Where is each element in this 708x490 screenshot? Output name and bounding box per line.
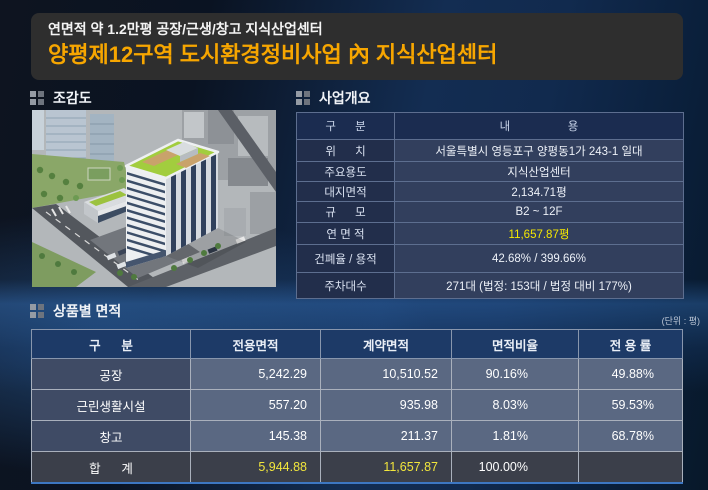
slide-subtitle: 연면적 약 1.2만평 공장/근생/창고 지식산업센터 <box>48 21 323 37</box>
area-cell-exclusive: 557.20 <box>190 389 321 421</box>
overview-header-category: 구 분 <box>296 112 395 140</box>
overview-row-value-highlight: 11,657.87평 <box>394 222 684 245</box>
street-trees <box>117 243 221 280</box>
area-table: 구 분 전용면적 계약면적 면적비율 전 용 률 공장 5,242.29 10,… <box>31 329 683 484</box>
right-facade-windows <box>171 153 216 254</box>
area-cell-ratio: 1.81% <box>451 420 579 452</box>
table-row: 근린생활시설 557.20 935.98 8.03% 59.53% <box>31 389 683 421</box>
area-total-ratio: 100.00% <box>451 451 579 484</box>
area-row-label: 창고 <box>31 420 191 452</box>
overview-row-label: 주차대수 <box>296 272 395 299</box>
podium-building <box>84 188 138 223</box>
section-overview-title: 사업개요 <box>319 90 371 106</box>
grid-squares-icon <box>30 90 45 106</box>
area-cell-efficiency: 59.53% <box>578 389 683 421</box>
area-cell-exclusive: 145.38 <box>190 420 321 452</box>
table-row: 대지면적 2,134.71평 <box>296 181 684 202</box>
section-aerial-title: 조감도 <box>53 90 92 106</box>
overview-row-label: 위 치 <box>296 139 395 162</box>
area-header-exclusive: 전용면적 <box>190 329 321 359</box>
area-cell-efficiency: 49.88% <box>578 358 683 390</box>
area-cell-contract: 935.98 <box>320 389 452 421</box>
area-cell-ratio: 8.03% <box>451 389 579 421</box>
overview-row-value: 2,134.71평 <box>394 181 684 202</box>
area-header-category: 구 분 <box>31 329 191 359</box>
overview-row-value: 서울특별시 영등포구 양평동1가 243-1 일대 <box>394 139 684 162</box>
overview-row-label: 주요용도 <box>296 161 395 182</box>
total-row: 합 계 5,944.88 11,657.87 100.00% <box>31 451 683 484</box>
overview-row-label: 연 면 적 <box>296 222 395 245</box>
section-area-title: 상품별 면적 <box>53 303 122 319</box>
aerial-render <box>32 110 276 287</box>
area-cell-contract: 10,510.52 <box>320 358 452 390</box>
table-row: 주요용도 지식산업센터 <box>296 161 684 182</box>
table-row: 주차대수 271대 (법정: 153대 / 법정 대비 177%) <box>296 272 684 299</box>
section-aerial-header: 조감도 <box>30 88 92 108</box>
overview-row-value: 271대 (법정: 153대 / 법정 대비 177%) <box>394 272 684 299</box>
main-building <box>124 138 246 268</box>
area-total-contract: 11,657.87 <box>320 451 452 484</box>
area-total-exclusive: 5,944.88 <box>190 451 321 484</box>
overview-table: 구 분 내 용 위 치 서울특별시 영등포구 양평동1가 243-1 일대 주요… <box>296 112 684 299</box>
area-header-ratio: 면적비율 <box>451 329 579 359</box>
table-row: 연 면 적 11,657.87평 <box>296 222 684 245</box>
overview-row-label: 규 모 <box>296 201 395 223</box>
overview-header-row: 구 분 내 용 <box>296 112 684 140</box>
table-row: 공장 5,242.29 10,510.52 90.16% 49.88% <box>31 358 683 390</box>
area-cell-contract: 211.37 <box>320 420 452 452</box>
overview-row-label: 대지면적 <box>296 181 395 202</box>
overview-row-value: B2 ~ 12F <box>394 201 684 223</box>
unit-note: (단위 : 평) <box>661 316 700 326</box>
overview-row-value: 42.68% / 399.66% <box>394 244 684 273</box>
overview-row-label: 건폐율 / 용적 <box>296 244 395 273</box>
section-overview-header: 사업개요 <box>296 88 371 108</box>
grid-squares-icon <box>296 90 311 106</box>
area-header-efficiency: 전 용 률 <box>578 329 683 359</box>
building-roof <box>124 138 220 180</box>
table-row: 창고 145.38 211.37 1.81% 68.78% <box>31 420 683 452</box>
title-banner: 연면적 약 1.2만평 공장/근생/창고 지식산업센터 양평제12구역 도시환경… <box>31 13 683 80</box>
area-cell-exclusive: 5,242.29 <box>190 358 321 390</box>
area-header-row: 구 분 전용면적 계약면적 면적비율 전 용 률 <box>31 329 683 359</box>
area-row-label: 공장 <box>31 358 191 390</box>
overview-header-content: 내 용 <box>394 112 684 140</box>
overview-row-value: 지식산업센터 <box>394 161 684 182</box>
left-facade-windows <box>127 172 165 260</box>
area-row-label: 근린생활시설 <box>31 389 191 421</box>
city-blocks <box>182 110 276 236</box>
area-total-label: 합 계 <box>31 451 191 484</box>
section-area-header: 상품별 면적 <box>30 301 121 321</box>
table-row: 건폐율 / 용적 42.68% / 399.66% <box>296 244 684 273</box>
table-row: 위 치 서울특별시 영등포구 양평동1가 243-1 일대 <box>296 139 684 162</box>
table-row: 규 모 B2 ~ 12F <box>296 201 684 223</box>
grid-squares-icon <box>30 303 45 319</box>
area-total-efficiency <box>578 451 683 484</box>
area-header-contract: 계약면적 <box>320 329 452 359</box>
slide-title: 양평제12구역 도시환경정비사업 內 지식산업센터 <box>48 41 498 67</box>
area-cell-efficiency: 68.78% <box>578 420 683 452</box>
area-cell-ratio: 90.16% <box>451 358 579 390</box>
